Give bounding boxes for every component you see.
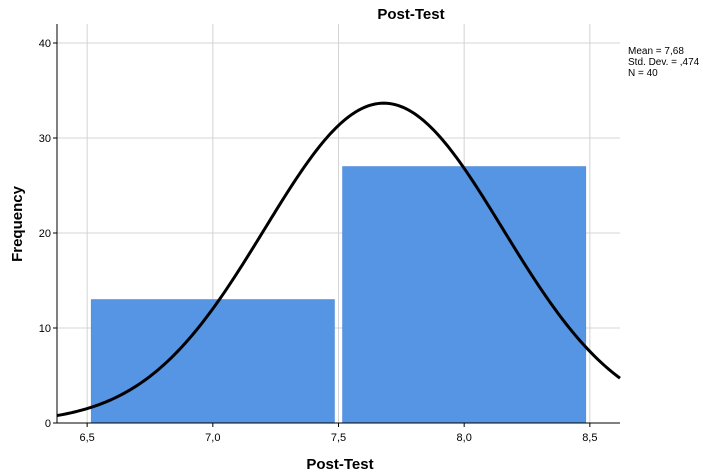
grid-lines <box>57 24 620 423</box>
axes <box>53 24 620 427</box>
y-tick-label-0: 0 <box>45 418 51 430</box>
histogram-bar-1 <box>342 166 587 424</box>
stats-n: N = 40 <box>628 68 658 79</box>
x-tick-label-4: 8,5 <box>582 432 597 444</box>
x-tick-label-1: 7,0 <box>205 432 220 444</box>
y-tick-labels: 0 10 20 30 40 <box>39 38 51 430</box>
x-tick-label-2: 7,5 <box>331 432 346 444</box>
histogram-bars <box>90 166 587 424</box>
stats-mean: Mean = 7,68 <box>628 46 684 57</box>
y-axis-label: Frequency <box>9 185 26 262</box>
chart-title: Post-Test <box>377 6 444 23</box>
normal-curve <box>56 101 621 418</box>
x-tick-label-0: 6,5 <box>80 432 95 444</box>
histogram-bar-0 <box>90 299 335 424</box>
stats-legend: Mean = 7,68 Std. Dev. = ,474 N = 40 <box>628 46 699 79</box>
x-tick-label-3: 8,0 <box>457 432 472 444</box>
y-tick-label-1: 10 <box>39 323 51 335</box>
y-tick-label-3: 30 <box>39 133 51 145</box>
x-tick-labels: 6,5 7,0 7,5 8,0 8,5 <box>80 432 598 444</box>
x-axis-label: Post-Test <box>306 456 373 473</box>
y-tick-label-4: 40 <box>39 38 51 50</box>
y-tick-label-2: 20 <box>39 228 51 240</box>
stats-std-dev: Std. Dev. = ,474 <box>628 57 700 68</box>
